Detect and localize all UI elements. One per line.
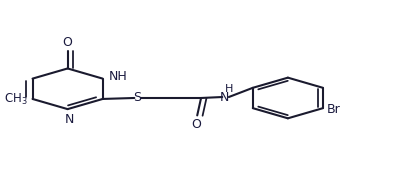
Text: S: S	[133, 91, 141, 105]
Text: N: N	[64, 113, 74, 126]
Text: N: N	[220, 90, 229, 104]
Text: CH$_3$: CH$_3$	[4, 92, 28, 107]
Text: Br: Br	[327, 103, 341, 116]
Text: NH: NH	[109, 70, 127, 83]
Text: O: O	[63, 36, 73, 49]
Text: H: H	[225, 83, 233, 94]
Text: O: O	[191, 118, 201, 131]
